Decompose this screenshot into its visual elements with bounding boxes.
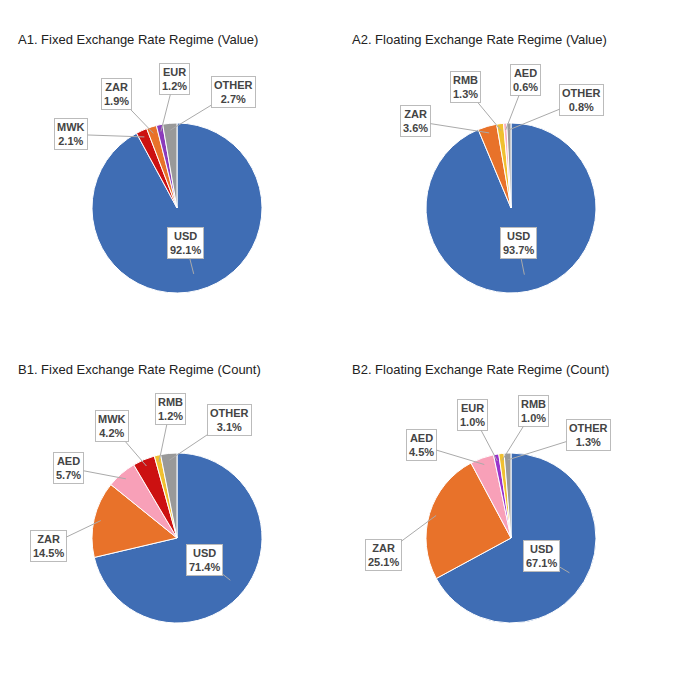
svg-text:OTHER3.1%: OTHER3.1%: [210, 407, 249, 433]
svg-text:OTHER1.3%: OTHER1.3%: [569, 422, 608, 448]
svg-text:A1. Fixed Exchange Rate Regime: A1. Fixed Exchange Rate Regime (Value): [18, 32, 258, 47]
svg-text:AED4.5%: AED4.5%: [409, 432, 434, 458]
svg-text:USD71.4%: USD71.4%: [189, 547, 220, 573]
svg-text:B2. Floating Exchange Rate Reg: B2. Floating Exchange Rate Regime (Count…: [352, 362, 609, 377]
svg-text:USD92.1%: USD92.1%: [170, 230, 201, 256]
svg-text:MWK4.2%: MWK4.2%: [98, 413, 126, 439]
svg-text:AED0.6%: AED0.6%: [513, 67, 538, 93]
svg-text:B1. Fixed Exchange Rate Regime: B1. Fixed Exchange Rate Regime (Count): [18, 362, 261, 377]
svg-text:RMB1.2%: RMB1.2%: [158, 396, 183, 422]
svg-text:RMB1.0%: RMB1.0%: [521, 398, 546, 424]
svg-text:RMB1.3%: RMB1.3%: [453, 74, 478, 100]
svg-text:EUR1.2%: EUR1.2%: [162, 66, 187, 92]
svg-text:EUR1.0%: EUR1.0%: [460, 402, 485, 428]
svg-text:A2. Floating Exchange Rate Reg: A2. Floating Exchange Rate Regime (Value…: [352, 32, 607, 47]
svg-text:AED5.7%: AED5.7%: [56, 455, 81, 481]
svg-text:USD67.1%: USD67.1%: [526, 543, 557, 569]
svg-text:USD93.7%: USD93.7%: [503, 230, 534, 256]
svg-text:OTHER0.8%: OTHER0.8%: [562, 87, 601, 113]
svg-text:ZAR1.9%: ZAR1.9%: [104, 81, 129, 107]
svg-text:ZAR14.5%: ZAR14.5%: [33, 533, 64, 559]
svg-text:OTHER2.7%: OTHER2.7%: [214, 79, 253, 105]
svg-text:ZAR25.1%: ZAR25.1%: [368, 542, 399, 568]
svg-text:MWK2.1%: MWK2.1%: [57, 121, 85, 147]
svg-text:ZAR3.6%: ZAR3.6%: [403, 108, 428, 134]
